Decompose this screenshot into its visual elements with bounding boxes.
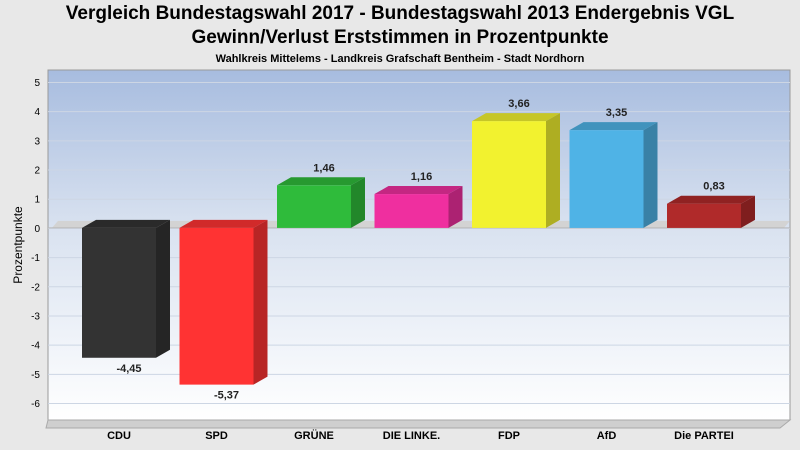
- bar-top: [277, 177, 365, 186]
- data-label: 3,66: [508, 98, 529, 110]
- y-tick-label: 0: [34, 224, 40, 235]
- plot-area: [45, 69, 792, 429]
- chart-title-line2: Gewinn/Verlust Erststimmen in Prozentpun…: [191, 27, 609, 48]
- x-tick-label: DIE LINKE.: [383, 430, 440, 442]
- x-tick-label: FDP: [498, 430, 520, 442]
- plot-floor: [45, 419, 792, 429]
- y-tick-label: -4: [31, 341, 40, 352]
- bar-top: [569, 122, 658, 131]
- bar-front: [277, 185, 351, 228]
- bar-front: [667, 203, 741, 228]
- bar-fdp: 3,66: [472, 98, 560, 228]
- bars: -4,45 -5,37 1,46 1,16 3,66 3,35 0,83: [82, 98, 755, 402]
- y-tick-label: 4: [34, 107, 40, 118]
- x-tick-label: GRÜNE: [294, 429, 334, 442]
- data-label: 1,16: [411, 171, 432, 183]
- bar-front: [472, 121, 546, 228]
- x-tick-label: Die PARTEI: [674, 430, 734, 442]
- bar-side: [448, 186, 463, 228]
- bar-top: [82, 219, 170, 228]
- bar-side: [351, 177, 365, 228]
- bar-side: [546, 113, 560, 228]
- bar-top: [374, 186, 463, 195]
- bar-side: [156, 219, 170, 358]
- y-tick-label: 3: [34, 136, 40, 147]
- bar-afd: 3,35: [569, 107, 658, 228]
- data-label: 3,35: [606, 107, 627, 119]
- bar-side: [253, 219, 268, 385]
- chart-subtitle: Wahlkreis Mittelems - Landkreis Grafscha…: [215, 53, 585, 65]
- data-label: -5,37: [214, 390, 239, 402]
- y-tick-label: -5: [31, 370, 40, 381]
- bar-front: [569, 130, 644, 228]
- y-tick-label: -6: [31, 399, 40, 410]
- y-tick-label: -2: [31, 282, 40, 293]
- data-label: 1,46: [313, 162, 334, 174]
- bar-top: [667, 195, 755, 204]
- y-tick-label: -1: [31, 253, 40, 264]
- y-axis-label: Prozentpunkte: [11, 206, 25, 284]
- bar-front: [374, 194, 449, 228]
- plot-background: [47, 69, 791, 421]
- y-axis: 5 4 3 2 1 0 -1 -2 -3 -4 -5 -6: [31, 78, 40, 410]
- x-axis: CDU SPD GRÜNE DIE LINKE. FDP AfD Die PARTEI: [107, 429, 734, 442]
- y-tick-label: 2: [34, 166, 40, 177]
- y-tick-label: 1: [34, 195, 40, 206]
- y-tick-label: -3: [31, 311, 40, 322]
- data-label: -4,45: [116, 363, 141, 375]
- data-label: 0,83: [703, 181, 724, 193]
- bar-spd: -5,37: [179, 219, 268, 402]
- bar-side: [643, 122, 658, 228]
- y-tick-label: 5: [34, 78, 40, 89]
- bar-front: [82, 227, 156, 358]
- bar-side: [741, 195, 755, 228]
- x-tick-label: SPD: [205, 430, 228, 442]
- x-tick-label: AfD: [597, 430, 617, 442]
- bar-top: [472, 113, 560, 122]
- bar-front: [179, 227, 254, 385]
- bar-die-linke: 1,16: [374, 171, 463, 228]
- bar-gr-ne: 1,46: [277, 162, 365, 228]
- bar-die-partei: 0,83: [667, 181, 755, 228]
- bar-cdu: -4,45: [82, 219, 170, 375]
- x-tick-label: CDU: [107, 430, 131, 442]
- chart-title: Vergleich Bundestagswahl 2017 - Bundesta…: [65, 3, 735, 24]
- bar-top: [179, 219, 268, 228]
